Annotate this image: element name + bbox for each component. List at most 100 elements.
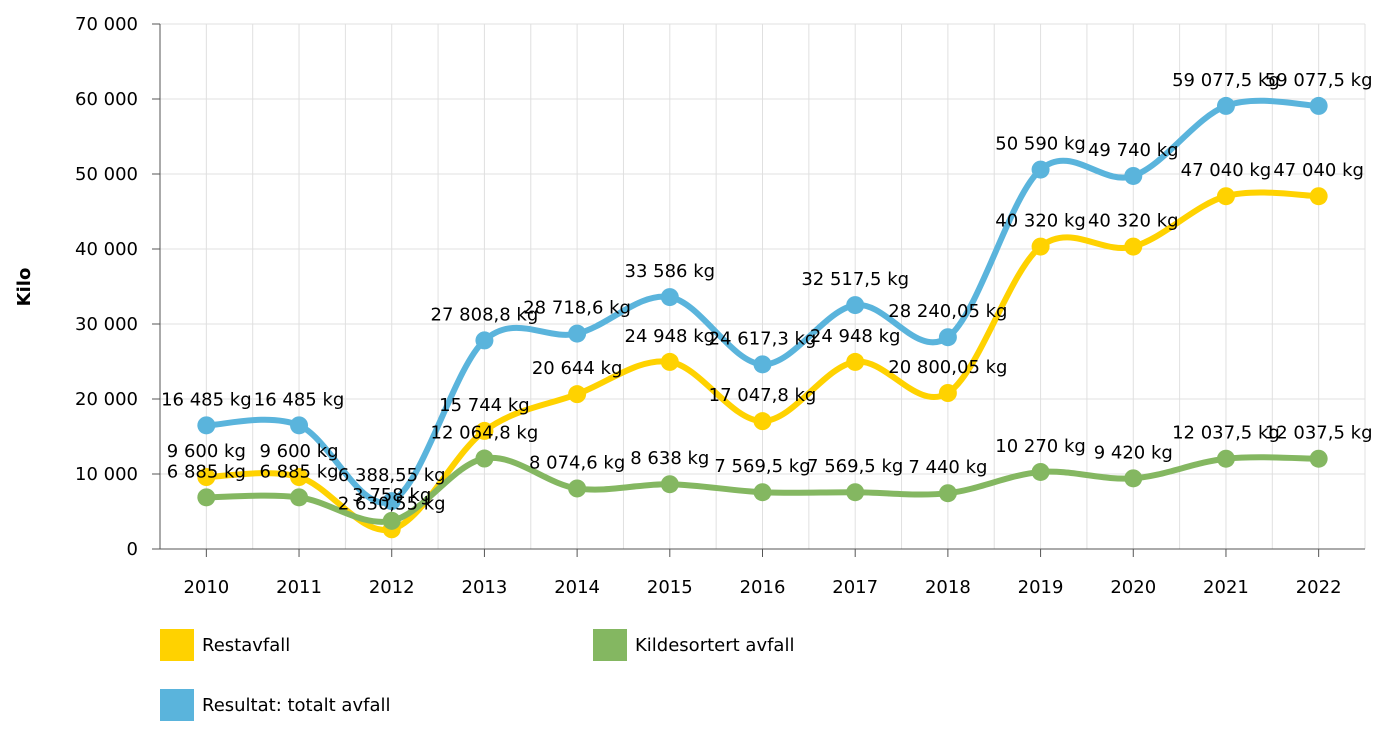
data-label: 16 485 kg xyxy=(254,389,345,410)
data-label: 9 600 kg xyxy=(167,441,246,462)
legend-swatch xyxy=(593,629,627,661)
data-point xyxy=(475,421,494,440)
data-point xyxy=(197,488,216,507)
x-tick-label: 2013 xyxy=(462,577,508,598)
data-point xyxy=(1309,96,1328,115)
data-point xyxy=(753,483,772,502)
data-label: 12 037,5 kg xyxy=(1265,423,1373,444)
data-point xyxy=(382,492,401,511)
data-label: 7 569,5 kg xyxy=(807,456,903,477)
x-tick-label: 2019 xyxy=(1018,577,1064,598)
x-tick-label: 2012 xyxy=(369,577,415,598)
x-tick-label: 2011 xyxy=(276,577,322,598)
data-label: 24 948 kg xyxy=(810,326,901,347)
data-point xyxy=(197,468,216,486)
y-tick-label: 20 000 xyxy=(75,389,138,410)
data-point xyxy=(197,416,216,435)
data-label: 59 077,5 kg xyxy=(1172,70,1280,91)
x-tick-label: 2017 xyxy=(832,577,878,598)
data-label: 28 718,6 kg xyxy=(523,298,631,319)
data-label: 17 047,8 kg xyxy=(709,385,817,406)
data-label: 40 320 kg xyxy=(1088,211,1179,232)
data-point xyxy=(753,412,772,431)
x-tick-label: 2016 xyxy=(740,577,786,598)
data-label: 47 040 kg xyxy=(1181,160,1272,181)
data-point xyxy=(290,416,309,435)
data-point xyxy=(1216,96,1235,115)
data-point xyxy=(290,488,309,507)
data-label: 40 320 kg xyxy=(995,211,1086,232)
data-point xyxy=(846,296,865,315)
data-label: 9 420 kg xyxy=(1094,442,1173,463)
data-point xyxy=(1309,187,1328,206)
data-point xyxy=(1309,449,1328,468)
data-label: 12 064,8 kg xyxy=(431,423,539,444)
y-axis-label: Kilo xyxy=(14,268,35,307)
data-point xyxy=(938,383,957,402)
data-label: 8 074,6 kg xyxy=(529,452,625,473)
data-point xyxy=(1031,462,1050,481)
legend-swatch xyxy=(160,689,194,721)
y-tick-label: 40 000 xyxy=(75,239,138,260)
x-tick-label: 2021 xyxy=(1203,577,1249,598)
data-label: 10 270 kg xyxy=(995,436,1086,457)
data-point xyxy=(660,288,679,307)
data-point xyxy=(290,468,309,486)
y-tick-label: 70 000 xyxy=(75,14,138,35)
legend-swatch xyxy=(160,629,194,661)
data-label: 27 808,8 kg xyxy=(431,304,539,325)
data-label: 6 885 kg xyxy=(259,461,338,482)
data-point xyxy=(568,324,587,343)
legend-label: Resultat: totalt avfall xyxy=(202,695,390,716)
data-point xyxy=(382,511,401,530)
data-label: 20 800,05 kg xyxy=(888,357,1007,378)
data-label: 7 569,5 kg xyxy=(714,456,810,477)
x-tick-label: 2022 xyxy=(1296,577,1342,598)
data-point xyxy=(846,483,865,502)
x-tick-label: 2020 xyxy=(1110,577,1156,598)
data-label: 49 740 kg xyxy=(1088,140,1179,161)
data-label: 15 744 kg xyxy=(439,395,530,416)
data-point xyxy=(660,352,679,371)
data-label: 28 240,05 kg xyxy=(888,301,1007,322)
data-point xyxy=(475,331,494,350)
legend-label: Restavfall xyxy=(202,635,290,656)
y-tick-label: 60 000 xyxy=(75,89,138,110)
data-point xyxy=(568,385,587,404)
data-label: 2 630,55 kg xyxy=(338,493,446,514)
data-point xyxy=(1124,469,1143,488)
data-point xyxy=(938,328,957,347)
x-tick-label: 2015 xyxy=(647,577,693,598)
y-tick-label: 50 000 xyxy=(75,164,138,185)
data-label: 33 586 kg xyxy=(625,261,716,282)
data-point xyxy=(753,355,772,374)
data-label: 20 644 kg xyxy=(532,358,623,379)
data-point xyxy=(1216,187,1235,206)
data-label: 12 037,5 kg xyxy=(1172,423,1280,444)
y-tick-label: 10 000 xyxy=(75,464,138,485)
data-label: 24 948 kg xyxy=(625,326,716,347)
data-point xyxy=(1031,237,1050,256)
data-point xyxy=(568,479,587,498)
data-label: 47 040 kg xyxy=(1273,160,1364,181)
data-point xyxy=(938,484,957,503)
data-point xyxy=(475,449,494,468)
data-label: 32 517,5 kg xyxy=(801,269,909,290)
data-label: 6 388,55 kg xyxy=(338,465,446,486)
data-label: 24 617,3 kg xyxy=(709,328,817,349)
x-tick-label: 2014 xyxy=(554,577,600,598)
data-point xyxy=(660,475,679,494)
y-tick-label: 0 xyxy=(127,539,138,560)
data-label: 6 885 kg xyxy=(167,461,246,482)
data-label: 3 758 kg xyxy=(352,485,431,506)
data-point xyxy=(1124,166,1143,185)
data-label: 8 638 kg xyxy=(630,448,709,469)
data-point xyxy=(1216,449,1235,468)
data-label: 7 440 kg xyxy=(908,457,987,478)
data-point xyxy=(1031,160,1050,179)
x-tick-label: 2010 xyxy=(183,577,229,598)
data-label: 59 077,5 kg xyxy=(1265,70,1373,91)
data-label: 9 600 kg xyxy=(259,441,338,462)
data-label: 16 485 kg xyxy=(161,389,252,410)
